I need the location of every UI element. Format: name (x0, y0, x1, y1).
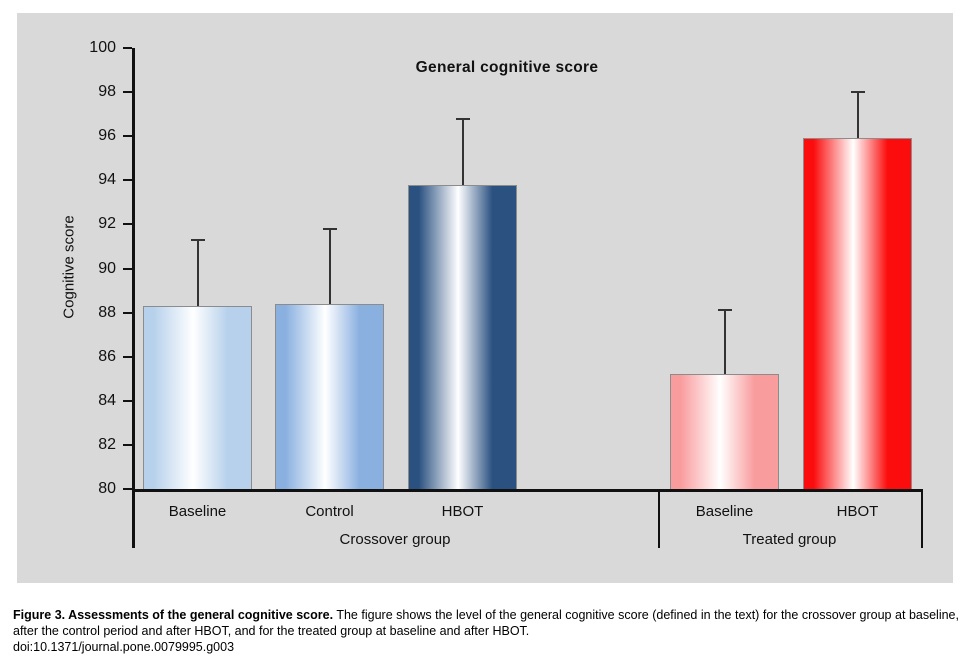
category-label: Baseline (695, 503, 754, 520)
bar-crossover-control (275, 303, 384, 491)
y-tick-label: 86 (98, 347, 116, 365)
group-separator-2 (921, 489, 923, 548)
error-bar-line (856, 92, 859, 139)
figure-caption: Figure 3. Assessments of the general cog… (13, 607, 959, 655)
error-bar-line (328, 228, 331, 304)
category-label: Baseline (168, 503, 227, 520)
y-axis-line (132, 48, 135, 548)
bar-crossover-baseline (143, 305, 252, 491)
y-axis-tick (123, 91, 132, 94)
error-bar-line (196, 239, 199, 306)
error-bar-cap (190, 238, 205, 241)
y-tick-label: 100 (89, 39, 116, 56)
error-bar-line (461, 118, 464, 185)
y-axis-tick (123, 399, 132, 402)
y-axis-tick (123, 311, 132, 314)
y-tick-label: 96 (98, 127, 116, 145)
category-label: HBOT (441, 503, 484, 520)
group-label: Crossover group (339, 531, 451, 548)
y-tick-label: 98 (98, 83, 116, 101)
bar-crossover-hbot (408, 184, 517, 491)
plot-area: 80 82 84 86 88 90 92 94 96 98 100 Baseline Control HB… (17, 13, 953, 583)
y-tick-label: 82 (98, 435, 116, 453)
error-bar-cap (850, 91, 865, 94)
y-tick-label: 90 (98, 259, 116, 277)
error-bar-line (723, 310, 726, 375)
error-bar-cap (717, 309, 732, 312)
y-axis-tick (123, 443, 132, 446)
error-bar-cap (455, 117, 470, 120)
y-tick-label: 88 (98, 303, 116, 321)
group-label: Treated group (742, 531, 837, 548)
category-label: HBOT (836, 503, 879, 520)
y-axis-tick (123, 267, 132, 270)
caption-figure-label: Figure 3. Assessments of the general cog… (13, 608, 334, 622)
caption-text: The figure shows the level of the genera… (13, 608, 959, 638)
x-axis-line (132, 489, 923, 492)
bar-treated-hbot (803, 138, 912, 491)
y-tick-label: 80 (98, 480, 116, 497)
bar-treated-baseline (670, 374, 779, 491)
chart-title: General cognitive score (415, 59, 599, 76)
chart-panel: General cognitive score Cognitive score … (17, 13, 953, 583)
y-tick-label: 92 (98, 215, 116, 233)
y-tick-label: 94 (98, 171, 116, 189)
y-axis-tick (123, 223, 132, 226)
error-bar-cap (322, 227, 337, 230)
group-separator-1 (658, 489, 660, 548)
category-label: Control (305, 503, 354, 520)
caption-doi: doi:10.1371/journal.pone.0079995.g003 (13, 640, 235, 654)
y-axis-tick (123, 135, 132, 138)
y-axis-tick (123, 488, 132, 490)
y-axis-tick (123, 179, 132, 182)
y-tick-label: 84 (98, 391, 116, 409)
y-axis-tick (123, 355, 132, 358)
y-axis-tick (123, 47, 132, 49)
